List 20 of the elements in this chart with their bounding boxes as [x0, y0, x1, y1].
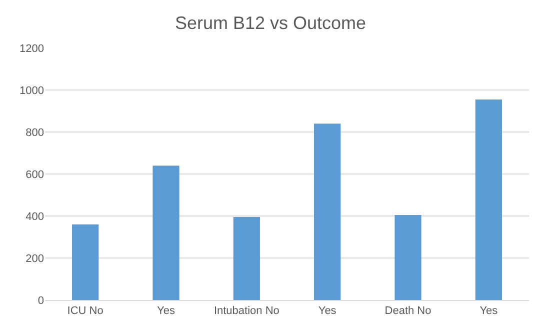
y-tick-label: 1000	[20, 84, 44, 97]
x-tick-label: Intubation No	[214, 305, 280, 318]
y-tick-label: 0	[38, 294, 44, 307]
bar	[72, 224, 99, 300]
bar	[314, 124, 341, 300]
x-tick-label: Death No	[384, 305, 432, 318]
bar	[394, 214, 422, 300]
y-tick-label: 400	[26, 210, 44, 223]
bar	[152, 166, 180, 300]
y-tick-label: 200	[26, 252, 44, 265]
y-tick-label: 600	[26, 168, 44, 181]
bar	[233, 217, 260, 300]
x-tick-label: Yes	[480, 305, 498, 318]
x-tick-label: ICU No	[67, 305, 104, 318]
x-tick-label: Yes	[318, 305, 337, 318]
bar	[475, 99, 502, 300]
y-tick-label: 800	[26, 126, 44, 139]
x-tick-label: Yes	[157, 305, 176, 318]
y-tick-label: 1200	[20, 42, 44, 55]
chart-title: Serum B12 vs Outcome	[174, 13, 366, 34]
